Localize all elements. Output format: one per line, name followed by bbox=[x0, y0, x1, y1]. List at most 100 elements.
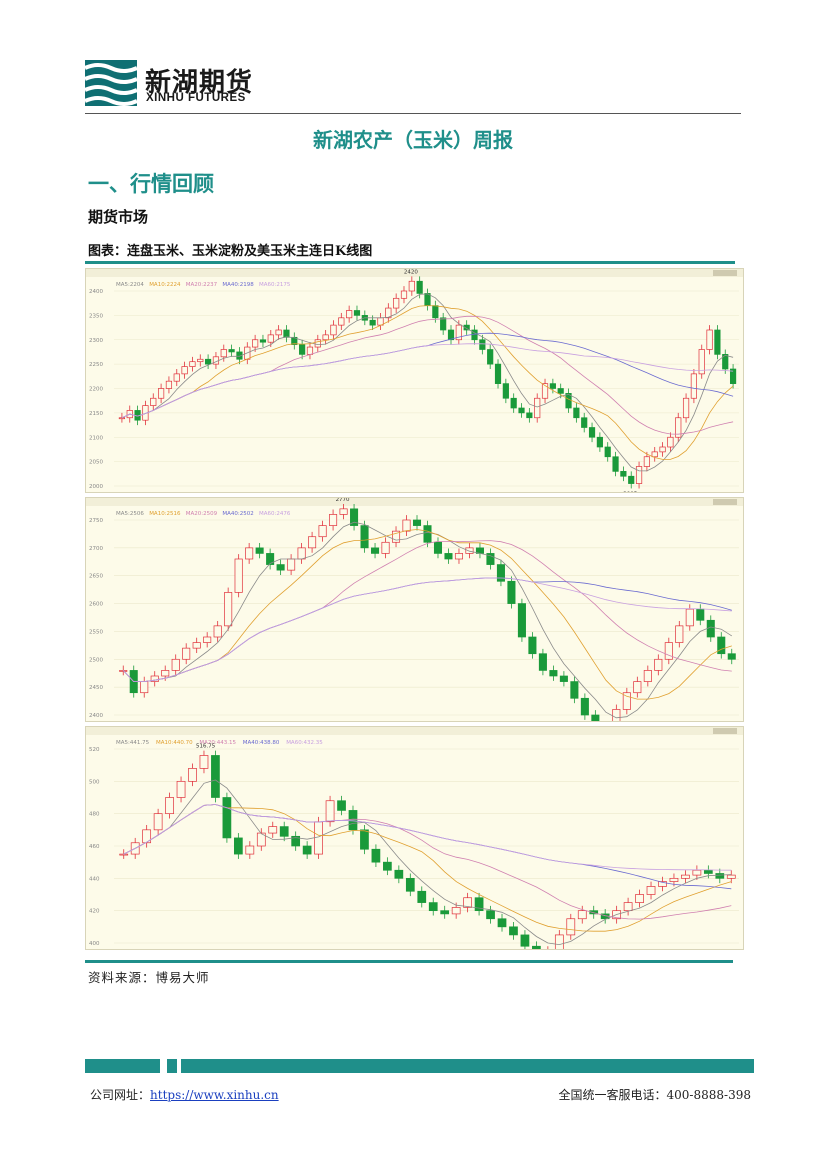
candle-body bbox=[494, 363, 502, 384]
candle-body bbox=[400, 290, 408, 299]
candle-body bbox=[465, 547, 474, 554]
candle-body bbox=[329, 514, 338, 526]
candle-body bbox=[658, 881, 667, 887]
low-annotation: 2005 bbox=[623, 491, 637, 492]
y-tick-label: 520 bbox=[89, 747, 100, 753]
candle-body bbox=[479, 339, 486, 350]
candle-body bbox=[416, 280, 423, 294]
candle-body bbox=[339, 508, 348, 515]
candle-body bbox=[675, 625, 684, 643]
candle-body bbox=[259, 339, 267, 343]
candle-body bbox=[620, 471, 627, 477]
candle-body bbox=[623, 902, 633, 912]
candle-body bbox=[669, 877, 679, 882]
ma40-line bbox=[123, 804, 732, 890]
candle-body bbox=[182, 647, 191, 660]
y-tick-label: 2150 bbox=[89, 411, 103, 417]
candle-body bbox=[447, 329, 455, 341]
candle-body bbox=[509, 926, 518, 936]
candle-body bbox=[651, 451, 658, 458]
website-link[interactable]: https://www.xinhu.cn bbox=[150, 1088, 279, 1102]
candle-body bbox=[440, 910, 450, 915]
candle-body bbox=[474, 897, 484, 912]
legend-entry: MA20:443.15 bbox=[199, 740, 236, 746]
legend-entry: MA60:2476 bbox=[259, 511, 291, 517]
candle-body bbox=[199, 755, 209, 769]
candle-body bbox=[727, 653, 736, 660]
high-annotation: 516.75 bbox=[196, 744, 216, 750]
candle-body bbox=[596, 436, 603, 448]
chart-corner-button bbox=[713, 728, 737, 734]
ma5-line bbox=[123, 779, 732, 946]
candle-body bbox=[722, 354, 729, 370]
candle-body bbox=[171, 658, 180, 671]
y-tick-label: 2450 bbox=[89, 685, 103, 691]
us-corn-kline-svg: MA5:441.75 MA10:440.70 MA20:443.15 MA40:438… bbox=[86, 727, 743, 949]
candle-body bbox=[252, 339, 259, 348]
ma10-line bbox=[121, 305, 734, 460]
candle-body bbox=[308, 536, 317, 549]
candle-body bbox=[173, 373, 180, 382]
candle-body bbox=[153, 813, 163, 831]
candle-body bbox=[353, 310, 361, 316]
candle-body bbox=[338, 317, 345, 326]
chart-header-strip bbox=[86, 727, 743, 735]
candle-body bbox=[510, 397, 517, 409]
candle-body bbox=[346, 310, 353, 319]
candle-body bbox=[348, 810, 358, 831]
candle-body bbox=[393, 297, 400, 309]
candle-body bbox=[142, 405, 149, 421]
candle-body bbox=[692, 869, 702, 876]
candle-body bbox=[203, 636, 212, 643]
y-tick-label: 2200 bbox=[89, 387, 103, 393]
legend-entry: MA5:2506 bbox=[116, 511, 144, 517]
candle-body bbox=[383, 861, 392, 871]
candle-body bbox=[715, 873, 725, 879]
candle-body bbox=[325, 800, 335, 823]
ma60-line bbox=[122, 577, 732, 682]
candle-body bbox=[451, 907, 461, 915]
candle-body bbox=[119, 853, 129, 856]
candle-body bbox=[428, 902, 438, 912]
candle-body bbox=[541, 383, 549, 399]
corn-kline-svg: MA5:2204 MA10:2224 MA20:2237 MA40:2198 MA60:… bbox=[86, 269, 743, 492]
y-tick-label: 2400 bbox=[89, 289, 103, 295]
footer-hotline: 全国统一客服电话：400-8888-398 bbox=[558, 1088, 751, 1102]
candle-body bbox=[371, 848, 381, 863]
candle-body bbox=[633, 681, 642, 694]
candle-body bbox=[412, 519, 422, 526]
high-annotation: 2420 bbox=[404, 269, 418, 275]
candle-body bbox=[580, 697, 589, 716]
candle-body bbox=[213, 625, 222, 638]
y-tick-label: 480 bbox=[89, 812, 100, 818]
document-title: 新湖农产（玉米）周报 bbox=[313, 128, 513, 152]
candle-body bbox=[577, 910, 587, 920]
starch-kline-chart: MA5:2506 MA10:2516 MA20:2509 MA40:2502 MA60:… bbox=[85, 497, 744, 722]
candle-body bbox=[291, 835, 301, 847]
legend-entry: MA5:2204 bbox=[116, 282, 144, 288]
candle-body bbox=[497, 918, 507, 928]
candle-body bbox=[559, 675, 568, 682]
corn-kline-chart: MA5:2204 MA10:2224 MA20:2237 MA40:2198 MA60:… bbox=[85, 268, 744, 493]
candle-body bbox=[675, 417, 682, 438]
candle-body bbox=[158, 388, 165, 399]
candle-body bbox=[279, 826, 289, 837]
ma20-line bbox=[121, 315, 734, 435]
candle-body bbox=[526, 412, 533, 419]
candle-body bbox=[588, 427, 596, 438]
y-tick-label: 2000 bbox=[89, 484, 103, 490]
legend-entry: MA10:2516 bbox=[149, 511, 181, 517]
candle-body bbox=[440, 317, 447, 331]
candle-body bbox=[276, 564, 285, 571]
y-tick-label: 420 bbox=[89, 909, 100, 915]
candle-body bbox=[706, 329, 713, 350]
legend-entry: MA60:432.35 bbox=[286, 740, 323, 746]
candle-body bbox=[268, 826, 278, 834]
legend-entry: MA40:2502 bbox=[222, 511, 253, 517]
candle-body bbox=[245, 845, 255, 855]
candle-body bbox=[371, 547, 380, 554]
subsection-title: 期货市场 bbox=[88, 208, 149, 226]
candle-body bbox=[681, 874, 690, 879]
candle-body bbox=[165, 797, 174, 815]
chart-corner-button bbox=[713, 499, 737, 505]
